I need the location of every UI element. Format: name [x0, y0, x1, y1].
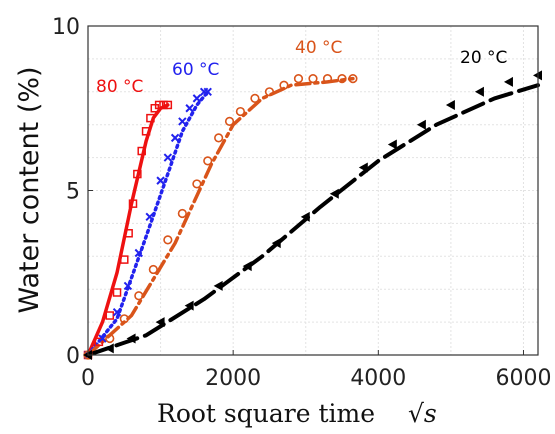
data-point: [250, 93, 260, 103]
data-point: [293, 74, 304, 84]
fit-line: [86, 83, 540, 357]
data-point: [203, 156, 213, 166]
data-point: [128, 199, 138, 208]
data-point: [337, 74, 347, 84]
data-point: [416, 119, 426, 130]
fit-line: [86, 76, 355, 357]
data-point: [192, 94, 202, 103]
y-tick-label: 0: [66, 344, 80, 369]
data-point: [156, 176, 165, 185]
data-point: [119, 314, 129, 324]
data-point: [137, 146, 146, 156]
data-point: [123, 281, 133, 291]
x-axis-label-math: √s: [408, 399, 437, 428]
data-point: [170, 133, 180, 143]
data-point: [163, 235, 173, 245]
y-tick-labels: 0 5 10: [52, 15, 93, 369]
x-axis-label-group: Root square time √s: [157, 399, 437, 428]
x-tick-labels: 0 2000 4000 6000: [81, 350, 551, 391]
data-point: [242, 261, 252, 272]
x-axis-label: Root square time: [157, 399, 375, 428]
x-tick-label: 4000: [350, 366, 406, 391]
data-point: [124, 229, 133, 238]
data-point: [203, 87, 212, 97]
data-point: [177, 208, 187, 219]
data-point: [104, 343, 114, 354]
series-label: 40 °C: [295, 38, 342, 58]
data-point: [224, 116, 235, 127]
data-point: [134, 291, 144, 301]
fit-lines: [86, 76, 540, 357]
data-point: [279, 80, 289, 90]
x-tick-label: 0: [81, 366, 95, 391]
data-point: [155, 317, 165, 328]
series-label: 60 °C: [172, 60, 219, 80]
y-axis-label: Water content (%): [14, 66, 45, 313]
fit-line: [86, 103, 170, 357]
series-label: 80 °C: [96, 77, 143, 97]
data-point: [322, 74, 333, 84]
data-point: [214, 133, 224, 143]
data-point: [474, 86, 484, 97]
series-annotations: 80 °C 60 °C 40 °C 20 °C: [96, 38, 507, 97]
series-label: 20 °C: [460, 48, 507, 68]
data-point: [94, 337, 104, 347]
data-point: [159, 100, 168, 110]
x-tick-label: 2000: [205, 366, 261, 391]
data-point: [145, 212, 154, 222]
data-point: [154, 100, 164, 110]
data-point: [163, 153, 173, 162]
data-point: [445, 99, 455, 110]
data-point: [141, 127, 151, 136]
data-point: [105, 333, 115, 344]
data-point: [163, 100, 173, 110]
data-point: [120, 255, 129, 264]
x-tick-label: 6000: [495, 366, 551, 391]
data-point: [235, 106, 246, 117]
data-point: [358, 162, 368, 173]
y-tick-label: 5: [66, 180, 80, 205]
data-point: [133, 169, 142, 179]
data-point: [112, 288, 122, 297]
data-point: [185, 104, 194, 113]
data-point: [271, 238, 281, 249]
data-point: [300, 211, 310, 222]
data-point: [213, 280, 223, 291]
data-point: [126, 333, 136, 344]
data-point: [146, 113, 155, 123]
data-point: [348, 74, 358, 84]
fit-line: [86, 90, 210, 357]
data-point: [184, 300, 194, 311]
data-point: [112, 308, 122, 317]
y-tick-label: 10: [52, 15, 80, 40]
data-point: [105, 311, 115, 320]
data-point: [148, 264, 158, 275]
data-point: [192, 179, 202, 189]
data-point: [387, 139, 397, 150]
data-point: [308, 74, 318, 84]
data-point: [178, 117, 187, 126]
data-point: [264, 87, 275, 97]
data-point: [503, 76, 513, 87]
data-point: [134, 248, 144, 258]
data-point: [98, 334, 107, 343]
data-point: [329, 188, 339, 199]
